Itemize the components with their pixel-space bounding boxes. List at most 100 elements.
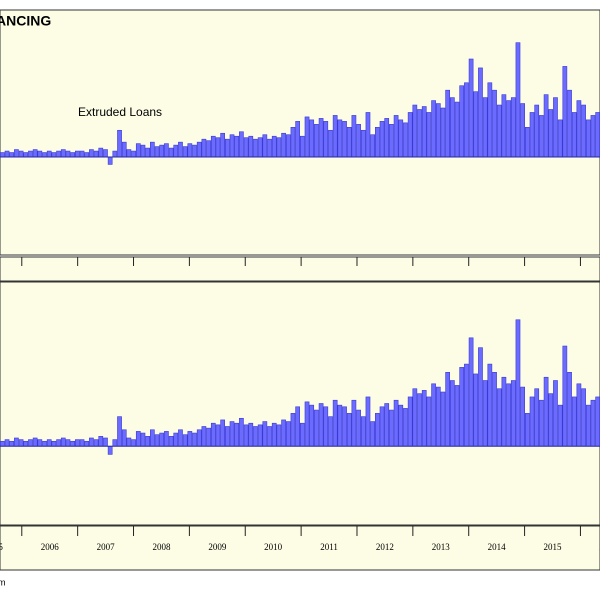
bar [440,391,446,447]
bar [9,440,15,447]
bar [131,150,136,158]
bar [65,150,71,158]
bar [539,399,544,447]
bar [75,439,80,447]
bar [89,149,94,158]
bar [454,385,460,447]
bar [356,409,361,447]
bar [501,94,507,158]
bar [459,85,465,158]
bar [562,345,568,447]
bar [524,413,530,447]
bar [84,440,90,447]
x-tick-label: 2013 [432,542,451,552]
bar [431,383,436,447]
bar [571,112,577,158]
bar [206,140,211,158]
bar [192,432,197,447]
bar [360,416,366,447]
bar [103,437,108,447]
bar [276,137,282,158]
bar [524,127,530,158]
bar [253,138,258,158]
bar [515,42,521,158]
bar [145,147,151,158]
bar [337,119,343,158]
bar [42,440,47,447]
bar [42,152,47,158]
bar [539,115,544,158]
bar [379,121,385,158]
bar [473,91,479,158]
bar [506,383,511,447]
bar [168,436,174,447]
bar [426,112,432,158]
bar [4,150,10,158]
bar [534,104,540,158]
bar [529,112,535,158]
bar [79,439,85,447]
bar [510,380,516,447]
bar [215,137,221,158]
bar [374,413,380,447]
bar [56,439,61,447]
bar [267,426,272,447]
x-tick-label: 2014 [488,542,507,552]
bar [262,421,268,447]
bar [553,380,558,447]
bar [187,431,193,447]
x-tick-label: 2009 [208,542,227,552]
bar [239,131,244,158]
bar [435,386,441,447]
bar [37,150,43,158]
bar [93,439,99,447]
bar [332,115,338,158]
bar [257,424,263,447]
bar [398,404,404,447]
bar [56,150,61,158]
bar [18,439,24,447]
bar [529,396,535,447]
bar [206,427,211,447]
bar [239,417,244,447]
x-tick-label: 2006 [41,542,60,552]
bar [389,124,394,158]
bar [426,396,432,447]
bar [365,112,371,158]
bar [445,89,450,158]
bar [126,437,132,447]
bar [281,419,286,447]
bar [323,121,329,158]
bar [112,439,118,447]
bar [342,121,347,158]
bar [234,422,240,447]
bar [346,413,352,447]
bar [32,149,38,158]
bar [412,104,418,158]
bar [304,116,310,158]
bar [417,109,422,158]
bar [360,129,366,158]
bar [581,104,586,158]
bar [182,434,188,447]
bar [299,422,305,447]
bar [117,129,122,158]
bar [140,144,146,158]
bar [473,373,479,447]
bar [107,156,113,165]
bar [576,100,582,158]
bar [407,396,413,447]
bar [107,445,113,455]
bar [543,376,549,447]
bar [196,141,202,158]
bar [51,152,57,158]
bar [567,89,572,158]
bar [70,440,76,447]
bar [23,152,29,158]
bar [295,121,300,158]
bar [590,399,596,447]
bar [520,103,525,158]
bar [164,431,169,447]
bar [520,386,525,447]
bar [98,436,104,447]
